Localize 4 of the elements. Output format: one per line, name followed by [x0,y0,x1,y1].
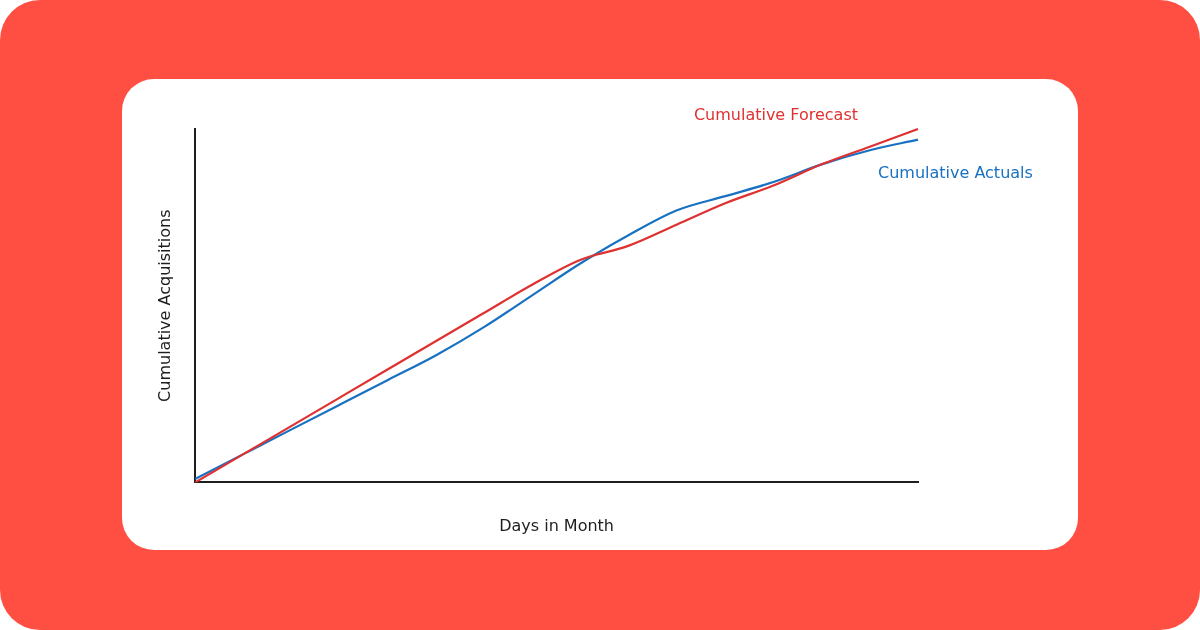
x-axis-title: Days in Month [499,515,615,535]
series-label: Cumulative Actuals [878,162,1033,182]
y-axis-title: Cumulative Acquisitions [154,209,174,402]
series-label: Cumulative Forecast [693,105,858,124]
